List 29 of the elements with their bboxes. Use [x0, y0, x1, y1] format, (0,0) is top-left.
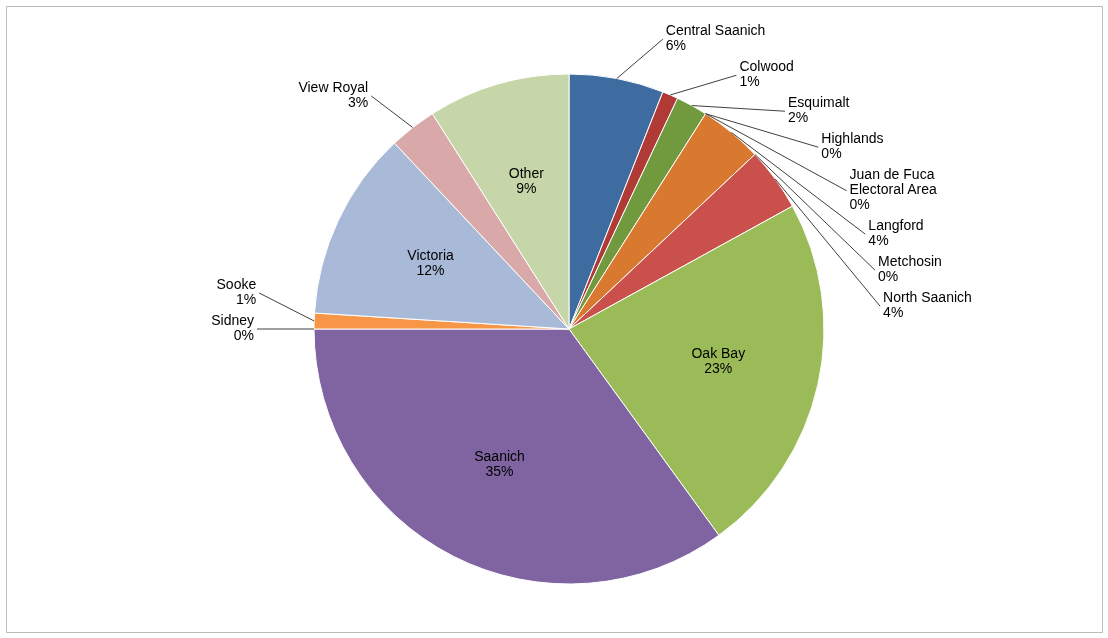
slice-label: Langford: [868, 217, 924, 234]
slice-label: View Royal: [298, 78, 369, 95]
text: 0%: [878, 268, 899, 285]
text: 0%: [233, 327, 254, 343]
category-label: Highlands: [821, 130, 884, 147]
slice-label: Saanich: [474, 448, 525, 465]
data-label: 9%: [516, 180, 537, 197]
slice-label: Colwood: [739, 58, 794, 75]
data-label: 1%: [739, 73, 760, 90]
data-label: 35%: [485, 463, 514, 480]
data-label: 2%: [788, 109, 809, 126]
slice-label: Esquimalt: [788, 94, 850, 111]
data-label: 23%: [704, 360, 733, 377]
slice-label: Other: [508, 165, 545, 182]
slice-label: North Saanich: [883, 289, 972, 306]
data-label: 6%: [665, 37, 687, 54]
slice-label: Sooke: [216, 276, 257, 292]
slice-label: Victoria: [407, 246, 454, 263]
text: 0%: [821, 145, 842, 162]
data-label: 4%: [868, 232, 889, 249]
slice-label: Central Saanich: [665, 22, 766, 39]
legend-label: Sidney: [211, 312, 254, 328]
data-label: 12%: [416, 261, 445, 278]
category-label: Juan de Fuca Electoral Area: [849, 166, 937, 198]
category-label: Metchosin: [878, 253, 942, 270]
slice-label: Oak Bay: [691, 345, 746, 362]
text: 0%: [849, 196, 870, 213]
data-label: 4%: [883, 304, 904, 321]
data-label: 1%: [235, 291, 257, 307]
